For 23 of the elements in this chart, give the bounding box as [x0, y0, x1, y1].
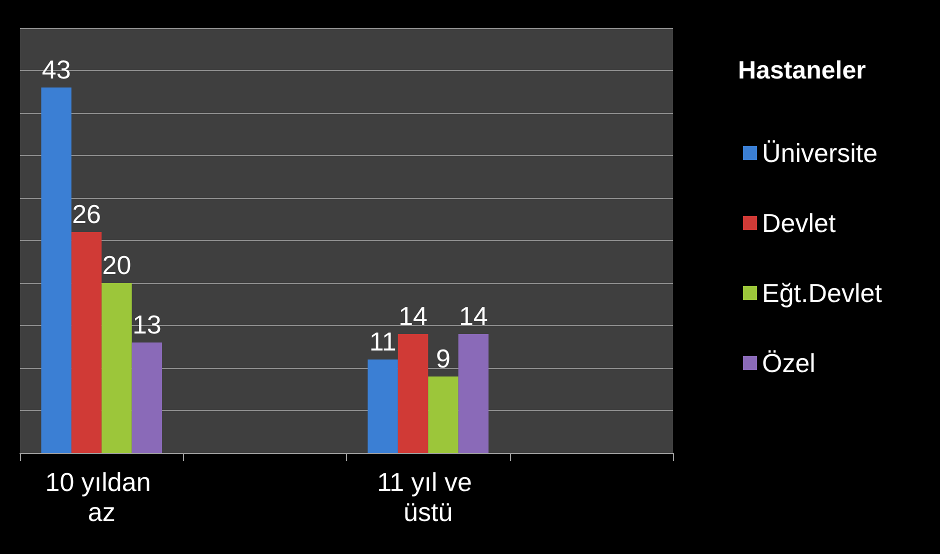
data-label: 14	[458, 301, 488, 331]
x-tick-label: 11 yıl ve üstü	[377, 467, 480, 527]
data-label: 13	[132, 310, 162, 340]
bar	[428, 376, 458, 453]
bar	[368, 360, 398, 453]
data-label: 14	[398, 301, 428, 331]
legend-label: Üniversite	[762, 138, 878, 168]
legend-label: Eğt.Devlet	[762, 278, 883, 308]
bar	[41, 88, 72, 453]
bar	[102, 283, 132, 453]
x-tick-label: 10 yıldan az	[45, 467, 158, 527]
data-label: 11	[369, 326, 396, 356]
data-label: 20	[102, 250, 132, 280]
bar	[71, 232, 102, 453]
bar	[132, 342, 162, 453]
legend-label: Özel	[762, 348, 816, 378]
data-label: 9	[436, 344, 450, 374]
data-label: 26	[72, 199, 101, 229]
bar	[458, 334, 489, 453]
data-label: 43	[42, 54, 71, 84]
legend-label: Devlet	[762, 208, 836, 238]
bar	[398, 334, 428, 453]
legend-title: Hastaneler	[738, 56, 866, 84]
